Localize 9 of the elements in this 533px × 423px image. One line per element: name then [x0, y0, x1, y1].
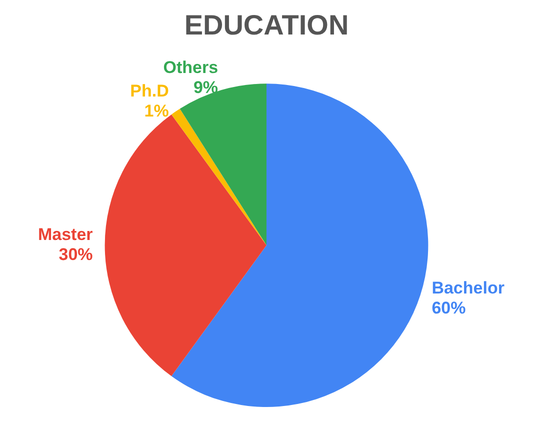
- data-label: 9%: [193, 78, 218, 98]
- data-label: 30%: [58, 244, 93, 264]
- data-label: 1%: [144, 101, 169, 120]
- slice-label: Ph.D: [130, 81, 169, 100]
- slice-label: Master: [38, 224, 94, 244]
- slice-label: Bachelor: [432, 278, 505, 298]
- slice-label: Others: [163, 58, 218, 78]
- chart-title: EDUCATION: [184, 10, 349, 41]
- data-label: 60%: [432, 298, 466, 318]
